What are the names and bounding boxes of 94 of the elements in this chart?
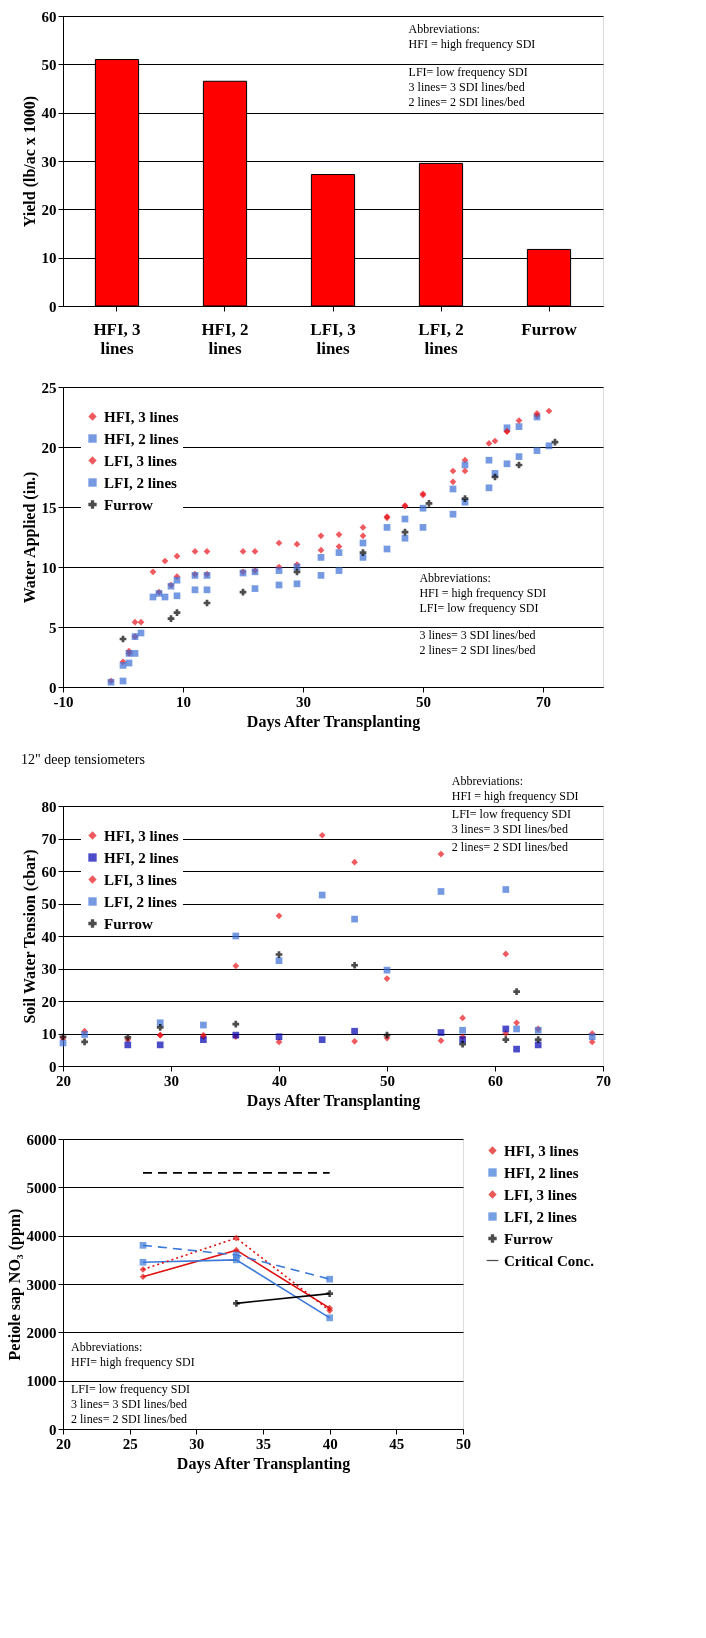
x-tick-label: 10	[176, 693, 191, 710]
x-tick-label: 50	[380, 1072, 395, 1089]
annotation: 3 lines= 3 SDI lines/bed	[71, 1396, 188, 1411]
y-tick-label: 30	[41, 153, 57, 170]
legend-label: HFI, 3 lines	[104, 408, 179, 425]
annotation: 2 lines= 2 SDI lines/bed	[419, 643, 536, 657]
legend-label: LFI, 2 lines	[504, 1208, 578, 1225]
annotation: 3 lines= 3 SDI lines/bed	[419, 628, 536, 642]
x-tick-label: 50	[416, 693, 431, 710]
annotation: 2 lines= 2 SDI lines/bed	[71, 1411, 188, 1426]
x-axis-title: Days After Transplanting	[176, 1454, 351, 1473]
annotation: 2 lines= 2 SDI lines/bed	[451, 839, 568, 854]
y-axis-title: Petiole sap NO₃ (ppm)	[5, 1208, 24, 1361]
x-axis-title: Days After Transplanting	[246, 712, 421, 731]
y-tick-label: 15	[41, 499, 57, 516]
y-tick-label: 60	[41, 8, 57, 25]
legend-label: LFI, 2 lines	[104, 893, 178, 910]
annotation: LFI= low frequency SDI	[71, 1381, 191, 1396]
x-tick-label: 40	[272, 1072, 287, 1089]
x-tick-label: 45	[389, 1435, 405, 1452]
x-tick-label: 60	[488, 1072, 503, 1089]
x-tick-label: LFI, 3 lines	[310, 319, 356, 358]
y-tick-label: 40	[41, 105, 57, 122]
annotation: Abbreviations:	[71, 1340, 143, 1354]
y-tick-label: 20	[41, 439, 57, 456]
legend-label: LFI, 3 lines	[104, 452, 178, 469]
x-tick-label: 30	[164, 1072, 179, 1089]
y-axis-title: Yield (lb/ac x 1000)	[20, 95, 39, 228]
x-axis-title: Days After Transplanting	[246, 1091, 421, 1110]
x-tick-label: HFI, 3 lines	[93, 319, 141, 358]
annotation: LFI= low frequency SDI	[408, 65, 528, 80]
annotation: 3 lines= 3 SDI lines/bed	[408, 80, 525, 95]
y-tick-label: 30	[41, 961, 57, 977]
y-tick-label: 70	[41, 831, 57, 847]
x-tick-label: LFI, 2 lines	[418, 319, 464, 358]
y-tick-label: 10	[41, 250, 57, 267]
annotation: Abbreviations:	[419, 571, 491, 585]
y-tick-label: 5	[49, 619, 57, 636]
y-tick-label: 20	[41, 993, 57, 1010]
text: Abbreviations:	[451, 774, 524, 788]
annotation: HFI = high frequency SDI	[408, 37, 536, 51]
y-tick-label: 60	[41, 863, 57, 880]
text: HFI = high frequency SDI	[451, 789, 579, 803]
x-tick-label: 40	[322, 1435, 338, 1452]
x-tick-label: 30	[296, 693, 311, 710]
legend-label: HFI, 3 lines	[504, 1142, 579, 1159]
annotation: LFI= low frequency SDI	[419, 601, 539, 615]
annotation: 2 lines= 2 SDI lines/bed	[408, 95, 525, 110]
legend-label: Critical Conc.	[504, 1252, 595, 1269]
legend-label: Furrow	[104, 496, 154, 513]
legend-label: LFI, 2 lines	[104, 474, 178, 491]
y-tick-label: 80	[41, 798, 57, 815]
y-tick-label: 20	[41, 201, 57, 218]
x-tick-label: Furrow	[521, 319, 578, 339]
y-tick-label: 50	[41, 896, 57, 912]
legend-label: LFI, 3 lines	[104, 871, 178, 888]
legend-label: HFI, 2 lines	[104, 849, 179, 866]
legend-label: HFI, 2 lines	[504, 1164, 579, 1181]
x-tick-label: HFI, 2 lines	[201, 319, 249, 358]
legend-label: HFI, 2 lines	[104, 430, 179, 447]
y-axis-title: Soil Water Tension (cbar)	[20, 849, 39, 1024]
annotation: LFI= low frequency SDI	[451, 807, 571, 821]
y-tick-label: 0	[49, 679, 57, 696]
x-tick-label: 30	[189, 1435, 205, 1452]
legend-label: Furrow	[104, 915, 154, 932]
y-tick-label: 0	[49, 1421, 57, 1438]
y-tick-label: 0	[49, 298, 57, 315]
y-tick-label: 25	[41, 379, 57, 396]
y-tick-label: 10	[41, 559, 57, 576]
y-tick-label: 10	[41, 1026, 57, 1042]
x-tick-label: 25	[122, 1435, 138, 1452]
annotation: HFI = high frequency SDI	[419, 586, 547, 600]
legend-label: Furrow	[504, 1230, 554, 1247]
y-tick-label: 6000	[26, 1131, 57, 1148]
y-tick-label: 1000	[26, 1373, 57, 1390]
y-tick-label: 4000	[26, 1228, 57, 1245]
x-tick-label: -10	[53, 693, 74, 710]
annotation: 3 lines= 3 SDI lines/bed	[451, 822, 568, 836]
y-tick-label: 0	[49, 1058, 57, 1075]
y-tick-label: 50	[41, 56, 57, 73]
legend-label: LFI, 3 lines	[504, 1186, 578, 1203]
y-tick-label: 40	[41, 928, 57, 945]
y-tick-label: 3000	[26, 1276, 57, 1293]
x-tick-label: 35	[256, 1435, 271, 1452]
x-tick-label: 70	[536, 693, 551, 710]
y-axis-title: Water Applied (in.)	[20, 471, 39, 604]
legend-label: HFI, 3 lines	[104, 827, 179, 844]
y-tick-label: 5000	[26, 1179, 57, 1196]
annotation: Abbreviations:	[408, 22, 480, 36]
annotation: HFI= high frequency SDI	[71, 1355, 195, 1369]
chart-title: 12" deep tensiometers	[21, 752, 145, 767]
y-tick-label: 2000	[26, 1324, 57, 1341]
x-tick-label: 50	[456, 1435, 471, 1452]
x-tick-label: 70	[596, 1072, 611, 1089]
